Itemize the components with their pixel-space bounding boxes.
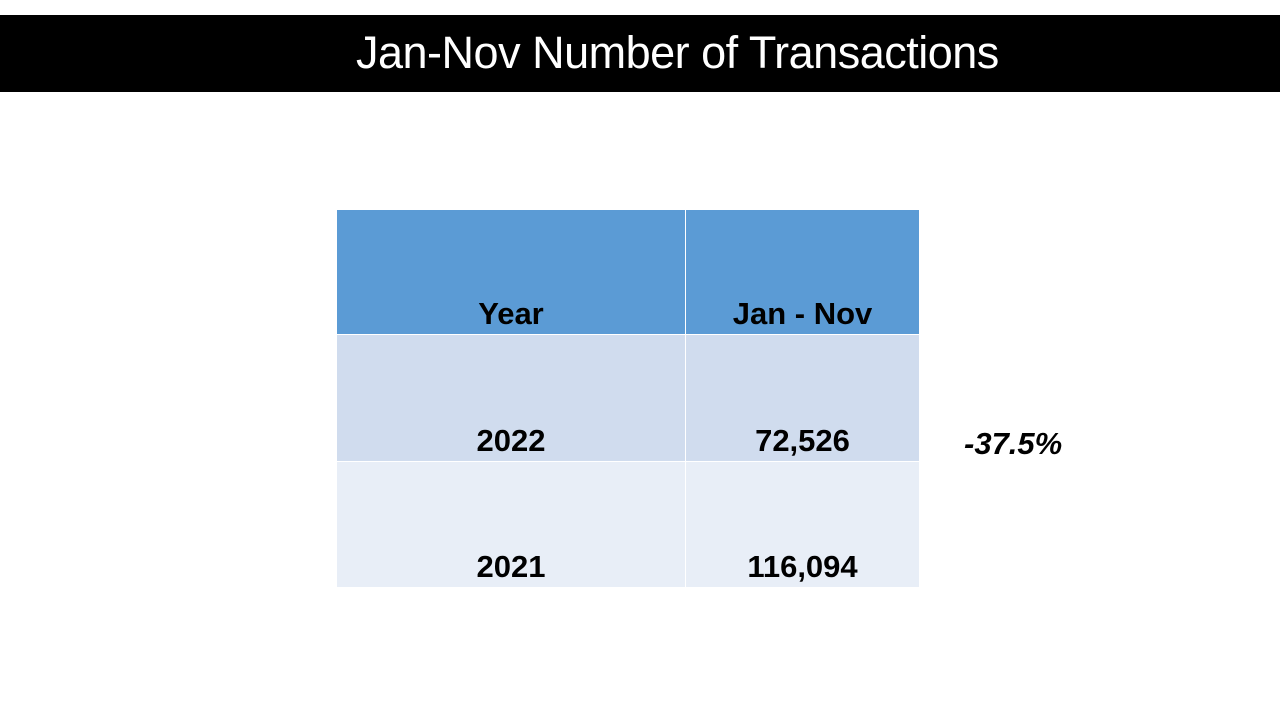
transactions-table: Year Jan - Nov 2022 72,526 2021 116,094 — [337, 210, 919, 587]
slide-title: Jan-Nov Number of Transactions — [356, 27, 999, 78]
percent-change-label: -37.5% — [964, 426, 1063, 461]
title-bar — [0, 15, 1280, 92]
header-jan-nov: Jan - Nov — [686, 210, 919, 334]
row-2021-value: 116,094 — [686, 462, 919, 587]
row-divider — [337, 461, 919, 462]
column-divider — [685, 462, 686, 587]
column-divider — [685, 335, 686, 461]
header-year: Year — [337, 210, 685, 334]
column-divider — [685, 210, 686, 334]
row-divider — [337, 334, 919, 335]
row-2022-value: 72,526 — [686, 335, 919, 461]
row-2022-year: 2022 — [337, 335, 685, 461]
row-2021-year: 2021 — [337, 462, 685, 587]
